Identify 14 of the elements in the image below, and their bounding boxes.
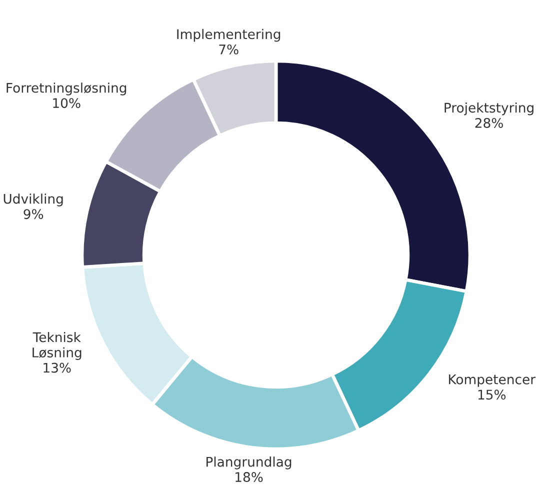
data-label: 28% (475, 118, 503, 128)
slice-label: Plangrundlag (206, 456, 292, 470)
data-label: 15% (478, 390, 506, 400)
slice-label: Projektstyring (444, 102, 534, 116)
slice-label: Implementering (177, 28, 280, 42)
slice-label: Teknisk Løsning (32, 332, 82, 360)
data-label: 7% (219, 44, 238, 54)
data-label: 9% (24, 209, 44, 220)
slice-label: Forretningsløsning (6, 82, 126, 96)
data-label: 10% (53, 98, 80, 108)
slice-label: Udvikling (4, 194, 63, 206)
data-label: 18% (236, 472, 263, 482)
slice-label: Kompetencer (448, 374, 536, 387)
data-label: 13% (44, 362, 71, 373)
